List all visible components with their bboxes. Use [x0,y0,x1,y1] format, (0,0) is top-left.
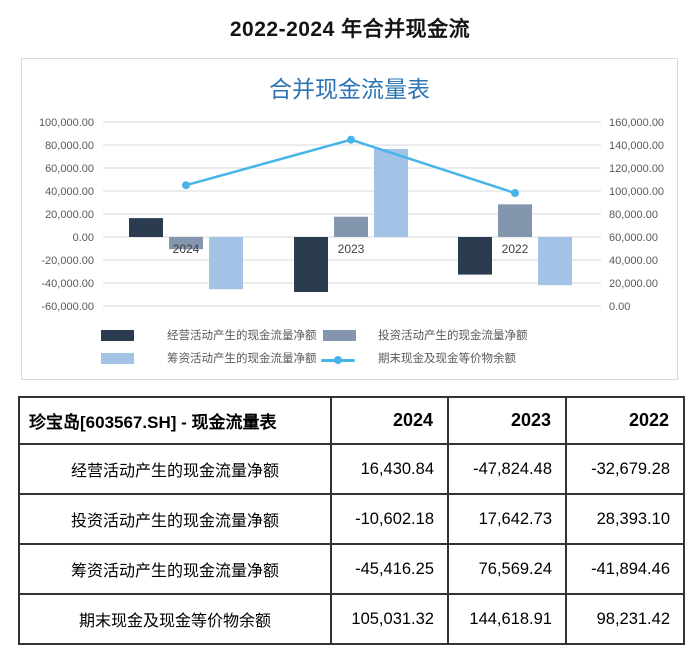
cashflow-chart-panel: 100,000.00 160,000.00 80,000.00 140,000.00 6… [21,58,678,380]
svg-text:80,000.00: 80,000.00 [609,209,658,221]
cell-value: -41,894.46 [565,543,685,595]
svg-text:40,000.00: 40,000.00 [45,186,94,198]
legend-swatch-operating [101,330,134,341]
svg-text:100,000.00: 100,000.00 [39,117,94,129]
legend-label-financing: 筹资活动产生的现金流量净额 [167,353,317,365]
table-header-row: 珍宝岛[603567.SH] - 现金流量表 2024 2023 2022 [18,396,685,445]
table-title-cell: 珍宝岛[603567.SH] - 现金流量表 [18,396,332,445]
chart-title: 合并现金流量表 [269,76,430,102]
svg-text:80,000.00: 80,000.00 [45,140,94,152]
col-header-2023: 2023 [447,396,567,445]
table-row: 筹资活动产生的现金流量净额 -45,416.25 76,569.24 -41,8… [18,543,685,595]
svg-text:140,000.00: 140,000.00 [609,140,664,152]
cell-value: 105,031.32 [330,593,449,645]
legend-label-ending-cash: 期末现金及现金等价物余额 [378,353,516,365]
svg-text:20,000.00: 20,000.00 [609,278,658,290]
legend-label-operating: 经营活动产生的现金流量净额 [167,330,317,342]
cell-value: -47,824.48 [447,443,567,495]
svg-text:160,000.00: 160,000.00 [609,117,664,129]
row-label-operating: 经营活动产生的现金流量净额 [18,443,332,495]
row-label-financing: 筹资活动产生的现金流量净额 [18,543,332,595]
table-row: 经营活动产生的现金流量净额 16,430.84 -47,824.48 -32,6… [18,443,685,495]
svg-text:60,000.00: 60,000.00 [45,163,94,175]
cashflow-table: 珍宝岛[603567.SH] - 现金流量表 2024 2023 2022 经营… [18,396,685,645]
cell-value: -32,679.28 [565,443,685,495]
svg-text:-60,000.00: -60,000.00 [41,301,94,313]
legend-line-marker-icon [334,356,342,364]
svg-text:120,000.00: 120,000.00 [609,163,664,175]
cell-value: 76,569.24 [447,543,567,595]
table-row: 投资活动产生的现金流量净额 -10,602.18 17,642.73 28,39… [18,493,685,545]
svg-text:60,000.00: 60,000.00 [609,232,658,244]
legend-label-investing: 投资活动产生的现金流量净额 [378,330,528,342]
col-header-2022: 2022 [565,396,685,445]
legend-swatch-investing [323,330,356,341]
svg-text:-20,000.00: -20,000.00 [41,255,94,267]
svg-text:40,000.00: 40,000.00 [609,255,658,267]
row-label-ending-cash: 期末现金及现金等价物余额 [18,593,332,645]
cell-value: 144,618.91 [447,593,567,645]
row-label-investing: 投资活动产生的现金流量净额 [18,493,332,545]
svg-text:20,000.00: 20,000.00 [45,209,94,221]
legend-swatch-financing [101,353,134,364]
cell-value: -10,602.18 [330,493,449,545]
svg-text:2022: 2022 [502,242,529,256]
table-row: 期末现金及现金等价物余额 105,031.32 144,618.91 98,23… [18,593,685,645]
col-header-2024: 2024 [330,396,449,445]
cell-value: 98,231.42 [565,593,685,645]
svg-text:2023: 2023 [338,242,365,256]
cell-value: 28,393.10 [565,493,685,545]
combo-chart: 100,000.00 160,000.00 80,000.00 140,000.00 6… [39,117,664,313]
svg-text:-40,000.00: -40,000.00 [41,278,94,290]
svg-text:0.00: 0.00 [609,301,630,313]
cell-value: 17,642.73 [447,493,567,545]
cell-value: -45,416.25 [330,543,449,595]
svg-text:0.00: 0.00 [73,232,94,244]
svg-text:2024: 2024 [173,242,200,256]
page-title: 2022-2024 年合并现金流 [229,18,471,41]
cell-value: 16,430.84 [330,443,449,495]
svg-text:100,000.00: 100,000.00 [609,186,664,198]
